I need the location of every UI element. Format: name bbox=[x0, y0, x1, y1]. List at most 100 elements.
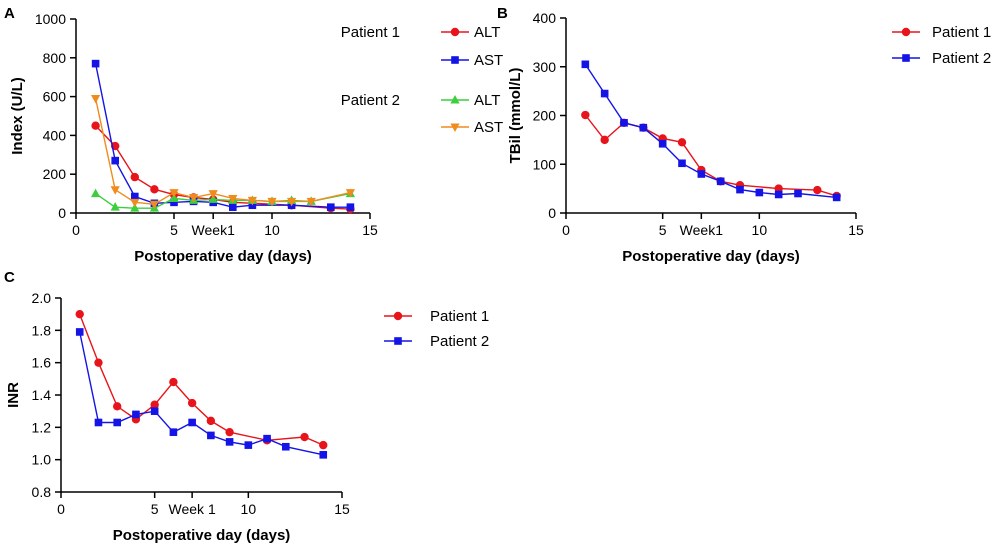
data-point bbox=[263, 434, 271, 443]
x-tick-label: Week1 bbox=[680, 222, 724, 238]
data-point bbox=[319, 440, 328, 450]
data-point bbox=[150, 400, 159, 409]
data-point bbox=[91, 59, 100, 68]
y-axis-title: TBil (mmol/L) bbox=[507, 68, 524, 164]
legend-marker bbox=[450, 27, 460, 37]
x-tick-label: 0 bbox=[562, 222, 570, 238]
data-point bbox=[678, 159, 686, 168]
data-point bbox=[169, 193, 179, 202]
legend-marker bbox=[902, 54, 910, 62]
data-point bbox=[287, 197, 297, 207]
data-point bbox=[244, 441, 253, 449]
y-axis-title: INR bbox=[5, 382, 22, 408]
data-point bbox=[813, 185, 822, 195]
y-tick-label: 2.0 bbox=[32, 290, 52, 306]
data-point bbox=[346, 203, 355, 211]
data-point bbox=[132, 410, 140, 419]
data-point bbox=[149, 200, 159, 210]
data-point bbox=[620, 119, 628, 127]
data-point bbox=[794, 189, 802, 198]
data-point bbox=[150, 407, 159, 415]
x-tick-label: 10 bbox=[241, 501, 257, 517]
data-point bbox=[736, 185, 744, 194]
y-tick-label: 1.0 bbox=[32, 452, 52, 468]
data-point bbox=[282, 442, 290, 451]
legend-label: ALT bbox=[474, 92, 500, 109]
data-point bbox=[225, 438, 234, 446]
x-tick-label: 5 bbox=[659, 222, 667, 238]
legend-label: Patient 1 bbox=[430, 308, 489, 325]
x-tick-label: Week1 bbox=[192, 222, 236, 238]
data-point bbox=[300, 432, 309, 442]
x-axis-title: Postoperative day (days) bbox=[134, 248, 312, 265]
legend-marker bbox=[450, 95, 460, 104]
legend-group-title: Patient 1 bbox=[341, 24, 400, 41]
x-tick-label: 15 bbox=[848, 222, 864, 238]
y-tick-label: 1.4 bbox=[32, 387, 52, 403]
data-point bbox=[94, 358, 103, 367]
data-point bbox=[658, 139, 667, 148]
y-tick-label: 400 bbox=[43, 127, 67, 143]
data-point bbox=[150, 185, 159, 194]
data-point bbox=[130, 198, 140, 208]
data-point bbox=[208, 194, 218, 203]
data-point bbox=[91, 121, 100, 130]
panel-b: B 0 100 200 300 400 0 5 Week1 10 15 Postoperative … bbox=[497, 5, 991, 265]
x-tick-label: 15 bbox=[334, 501, 350, 517]
data-point bbox=[91, 95, 101, 104]
legend-marker bbox=[393, 311, 403, 321]
series-line bbox=[584, 63, 837, 199]
data-point bbox=[225, 427, 234, 437]
legend-label: Patient 1 bbox=[932, 24, 991, 41]
legend-marker bbox=[450, 123, 460, 132]
x-axis-title: Postoperative day (days) bbox=[622, 248, 800, 265]
legend-marker bbox=[394, 337, 402, 345]
y-tick-label: 300 bbox=[533, 59, 557, 75]
legend-label: Patient 2 bbox=[932, 50, 991, 67]
legend-label: AST bbox=[474, 119, 503, 136]
x-axis-title: Postoperative day (days) bbox=[113, 527, 291, 544]
y-tick-label: 0 bbox=[548, 205, 556, 221]
y-tick-label: 0.8 bbox=[32, 484, 52, 500]
y-tick-label: 600 bbox=[43, 89, 67, 105]
data-point bbox=[189, 193, 199, 203]
x-tick-label: 10 bbox=[264, 222, 280, 238]
data-point bbox=[113, 402, 122, 411]
data-point bbox=[187, 398, 197, 408]
legend-group-title: Patient 2 bbox=[341, 92, 400, 109]
legend-label: Patient 2 bbox=[430, 333, 489, 350]
series-line bbox=[584, 114, 837, 197]
data-point bbox=[774, 190, 783, 199]
data-point bbox=[170, 198, 178, 207]
data-point bbox=[229, 203, 237, 211]
panel-b-label: B bbox=[497, 5, 508, 22]
y-tick-label: 800 bbox=[43, 50, 67, 66]
data-point bbox=[113, 418, 121, 427]
legend-label: ALT bbox=[474, 24, 500, 41]
y-tick-label: 200 bbox=[43, 166, 67, 182]
panel-a-label: A bbox=[4, 5, 15, 22]
data-point bbox=[581, 60, 590, 69]
y-tick-label: 100 bbox=[533, 156, 557, 172]
x-tick-label: 5 bbox=[151, 501, 159, 517]
data-point bbox=[207, 431, 215, 440]
data-point bbox=[677, 138, 687, 147]
y-tick-label: 1.8 bbox=[32, 322, 52, 338]
data-point bbox=[600, 135, 609, 145]
y-axis-title: Index (U/L) bbox=[9, 77, 26, 155]
y-tick-label: 200 bbox=[533, 108, 557, 124]
x-tick-label: Week 1 bbox=[169, 501, 216, 517]
x-tick-label: 0 bbox=[57, 501, 65, 517]
series-line bbox=[79, 313, 324, 446]
data-point bbox=[169, 377, 178, 387]
data-point bbox=[832, 193, 841, 202]
data-point bbox=[639, 123, 648, 132]
data-point bbox=[110, 186, 120, 195]
data-point bbox=[169, 189, 179, 198]
data-point bbox=[345, 189, 355, 198]
data-point bbox=[581, 110, 590, 120]
data-point bbox=[130, 172, 139, 182]
data-point bbox=[130, 203, 140, 212]
data-point bbox=[697, 170, 706, 178]
